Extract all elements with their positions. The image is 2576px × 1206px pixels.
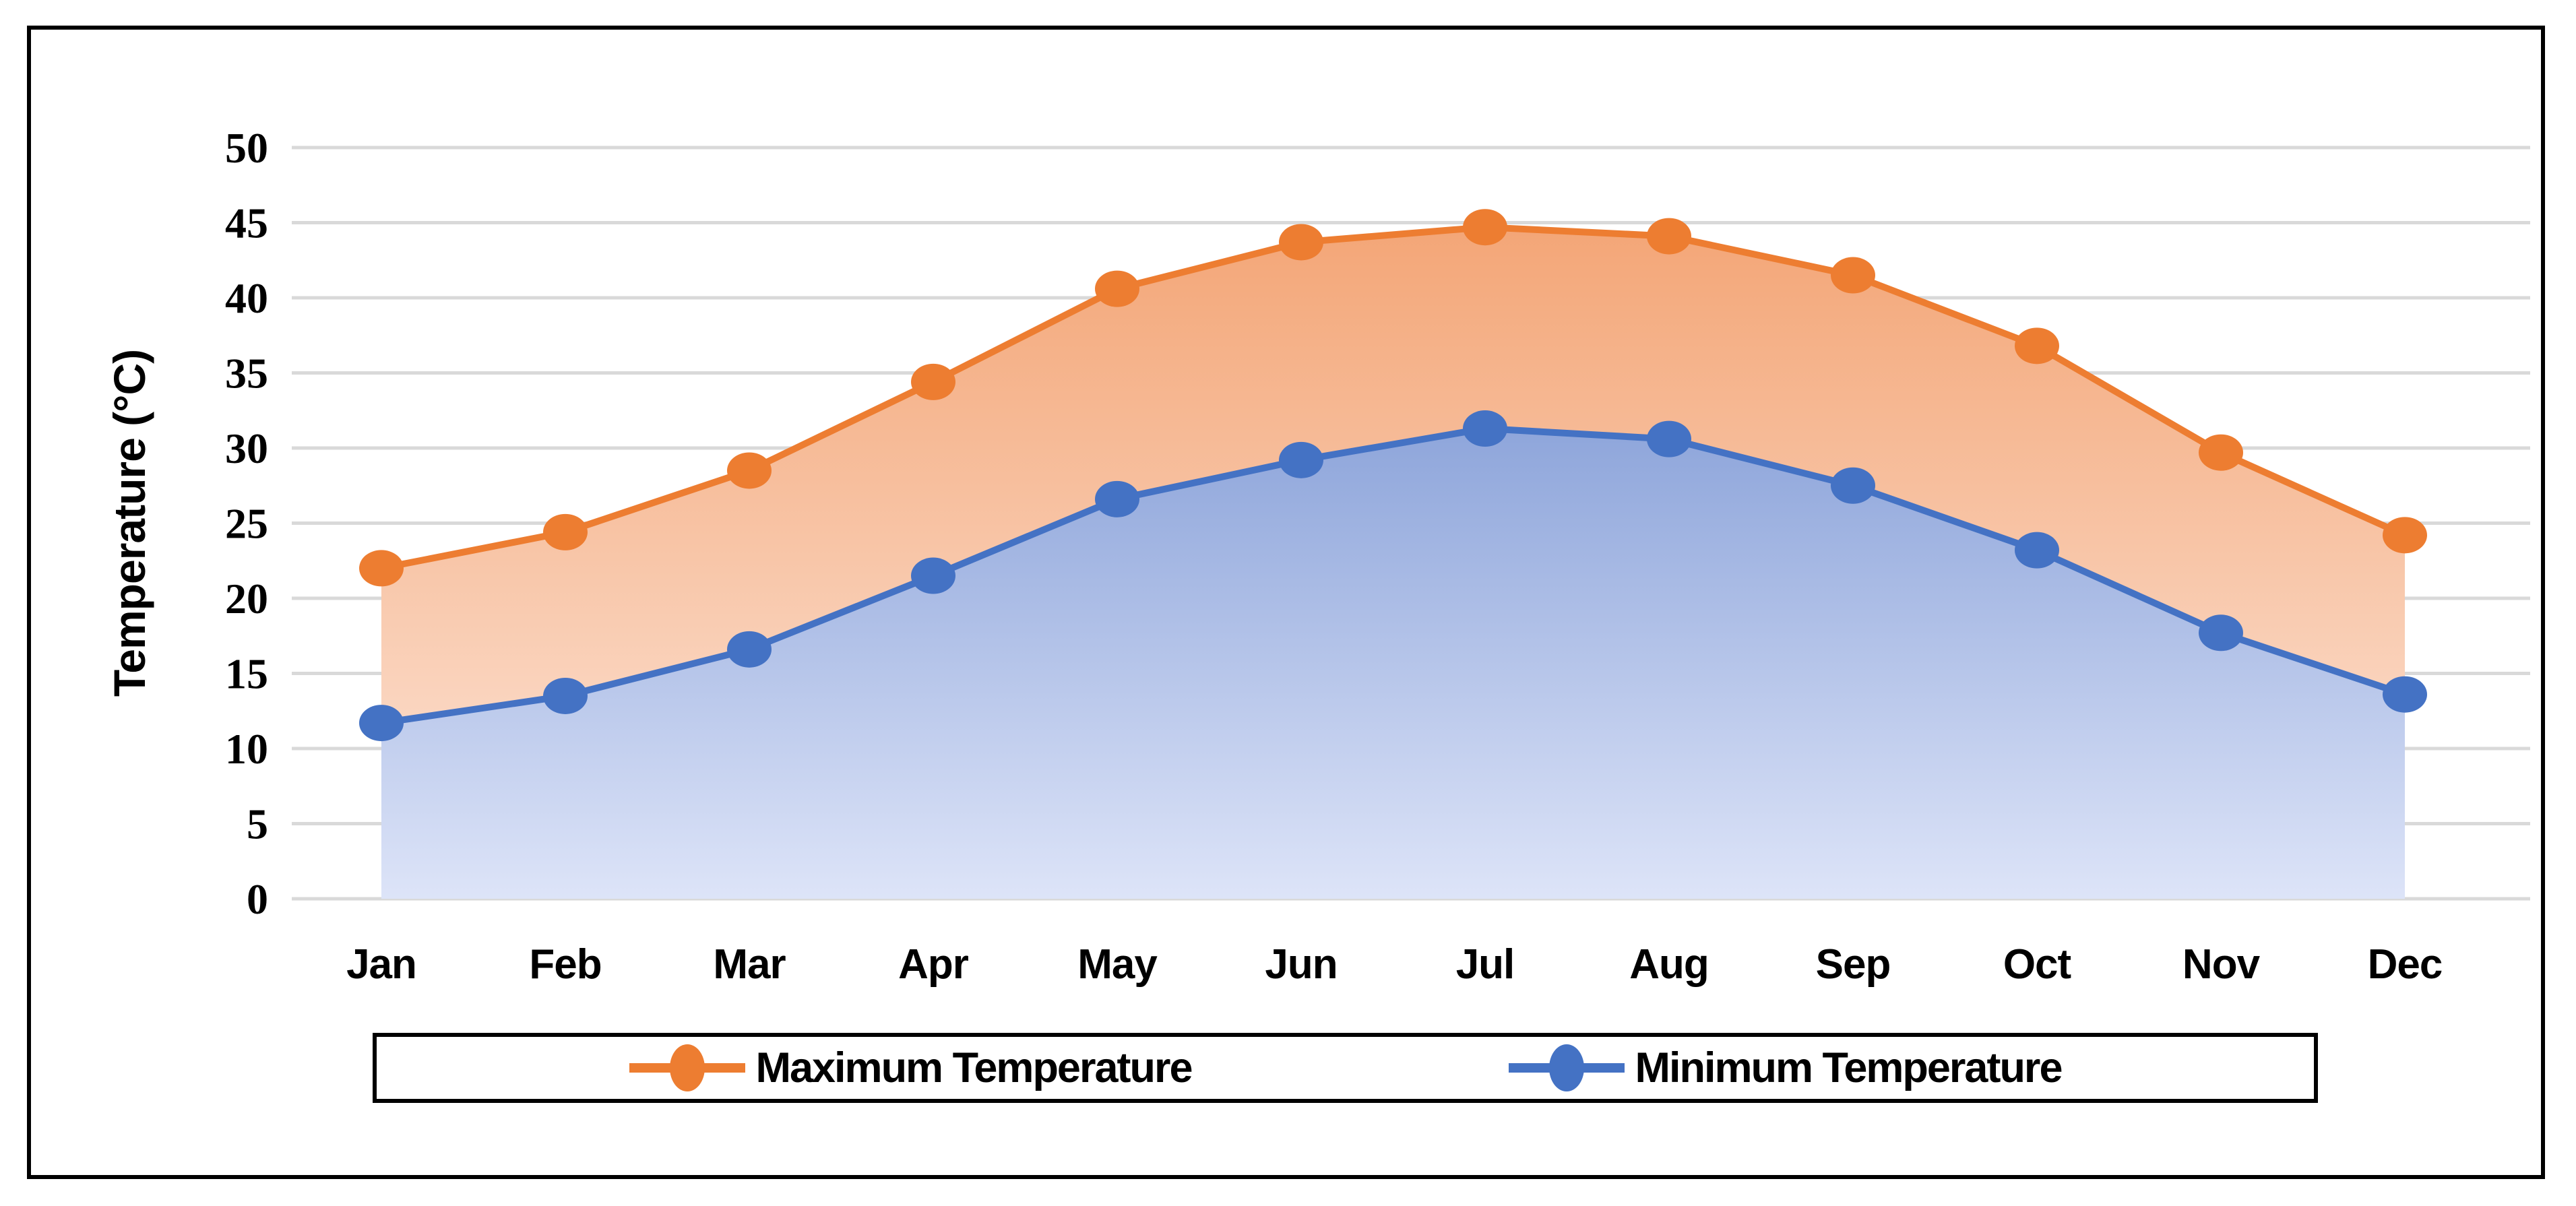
max-legend-dot-icon [669,1044,705,1091]
month-label-dec: Dec [2368,941,2443,988]
y-tick-label: 45 [225,199,268,247]
month-label-jan: Jan [346,941,416,988]
month-label-nov: Nov [2182,941,2261,988]
min-series-legend-marker-icon [1508,1038,1625,1098]
y-tick-label: 5 [247,800,268,848]
y-tick-label: 25 [225,500,268,548]
month-label-apr: Apr [898,941,969,988]
data-point-max-aug[interactable] [1647,218,1691,255]
month-label-mar: Mar [713,941,786,988]
max-series-legend-marker-icon [629,1038,745,1098]
legend-label: Maximum Temperature [755,1044,1193,1091]
month-label-jun: Jun [1265,941,1337,988]
chart-legend: Maximum Temperature Minimum Temperature [373,1033,2318,1103]
data-point-min-sep[interactable] [1831,467,1875,504]
figure-border [27,26,2545,1179]
data-point-max-nov[interactable] [2199,434,2243,471]
y-tick-label: 40 [225,274,268,322]
legend-item-min-temperature[interactable]: Minimum Temperature [1508,1038,2063,1098]
data-point-min-may[interactable] [1095,480,1139,517]
y-tick-label: 50 [225,124,268,172]
y-tick-label: 30 [225,424,268,472]
y-axis-tick-labels: 0 5 10 15 20 25 30 35 40 45 50 [225,124,268,923]
month-label-may: May [1077,941,1158,988]
data-point-max-feb[interactable] [543,513,588,550]
data-point-max-sep[interactable] [1831,257,1875,294]
legend-label: Minimum Temperature [1635,1044,2063,1091]
month-label-jul: Jul [1456,941,1515,988]
data-point-max-jan[interactable] [359,550,404,587]
data-point-max-jul[interactable] [1463,209,1507,246]
data-point-min-nov[interactable] [2199,614,2243,652]
data-point-min-mar[interactable] [727,631,772,668]
month-label-sep: Sep [1816,941,1891,988]
data-point-min-dec[interactable] [2383,676,2427,713]
min-temperature-area [381,429,2405,899]
legend-item-max-temperature[interactable]: Maximum Temperature [629,1038,1193,1098]
min-temperature-line[interactable] [378,425,2408,727]
y-tick-label: 35 [225,350,268,398]
max-temperature-line[interactable] [378,224,2408,572]
min-temperature-markers [359,410,2427,742]
data-point-min-feb[interactable] [543,677,588,714]
data-point-min-jul[interactable] [1463,410,1507,447]
y-tick-label: 20 [225,575,268,623]
data-point-min-aug[interactable] [1647,420,1691,457]
data-point-max-jun[interactable] [1279,224,1323,261]
max-temperature-markers [359,209,2427,587]
y-tick-label: 0 [247,875,268,923]
data-point-min-oct[interactable] [2015,532,2059,569]
y-tick-label: 15 [225,650,268,698]
data-point-min-apr[interactable] [911,557,955,594]
data-point-max-mar[interactable] [727,452,772,489]
y-axis-title: Temperature (°C) [104,350,154,697]
data-point-max-apr[interactable] [911,363,955,400]
y-tick-label: 10 [225,725,268,773]
data-point-min-jan[interactable] [359,705,404,742]
data-point-max-oct[interactable] [2015,327,2059,364]
month-label-oct: Oct [2003,941,2071,988]
x-axis-category-labels: Jan Feb Mar Apr May Jun Jul Aug Sep Oct Nov Dec [346,941,2443,988]
data-point-min-jun[interactable] [1279,441,1323,478]
min-legend-dot-icon [1548,1044,1584,1091]
month-label-aug: Aug [1629,941,1709,988]
data-point-max-dec[interactable] [2383,517,2427,554]
data-point-max-may[interactable] [1095,270,1139,307]
month-label-feb: Feb [529,941,601,988]
max-temperature-area [381,227,2405,724]
